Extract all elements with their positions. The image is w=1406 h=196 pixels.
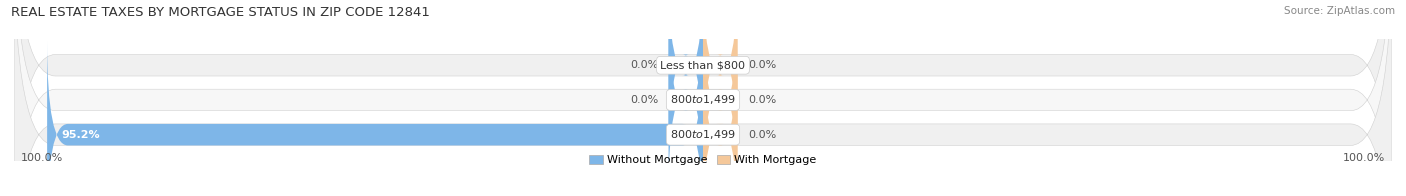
FancyBboxPatch shape — [669, 6, 703, 193]
Text: 0.0%: 0.0% — [748, 130, 776, 140]
Legend: Without Mortgage, With Mortgage: Without Mortgage, With Mortgage — [585, 150, 821, 170]
Text: $800 to $1,499: $800 to $1,499 — [671, 93, 735, 106]
Text: $800 to $1,499: $800 to $1,499 — [671, 128, 735, 141]
FancyBboxPatch shape — [669, 0, 703, 159]
FancyBboxPatch shape — [703, 41, 738, 196]
Text: 0.0%: 0.0% — [630, 60, 658, 70]
FancyBboxPatch shape — [703, 6, 738, 193]
Text: 100.0%: 100.0% — [1343, 153, 1385, 163]
Text: Less than $800: Less than $800 — [661, 60, 745, 70]
Text: 0.0%: 0.0% — [630, 95, 658, 105]
FancyBboxPatch shape — [14, 0, 1392, 196]
FancyBboxPatch shape — [703, 0, 738, 159]
FancyBboxPatch shape — [48, 41, 703, 196]
Text: 0.0%: 0.0% — [748, 60, 776, 70]
FancyBboxPatch shape — [14, 0, 1392, 196]
Text: 0.0%: 0.0% — [748, 95, 776, 105]
Text: 95.2%: 95.2% — [60, 130, 100, 140]
FancyBboxPatch shape — [14, 0, 1392, 196]
Text: Source: ZipAtlas.com: Source: ZipAtlas.com — [1284, 6, 1395, 16]
Text: 100.0%: 100.0% — [21, 153, 63, 163]
Text: REAL ESTATE TAXES BY MORTGAGE STATUS IN ZIP CODE 12841: REAL ESTATE TAXES BY MORTGAGE STATUS IN … — [11, 6, 430, 19]
